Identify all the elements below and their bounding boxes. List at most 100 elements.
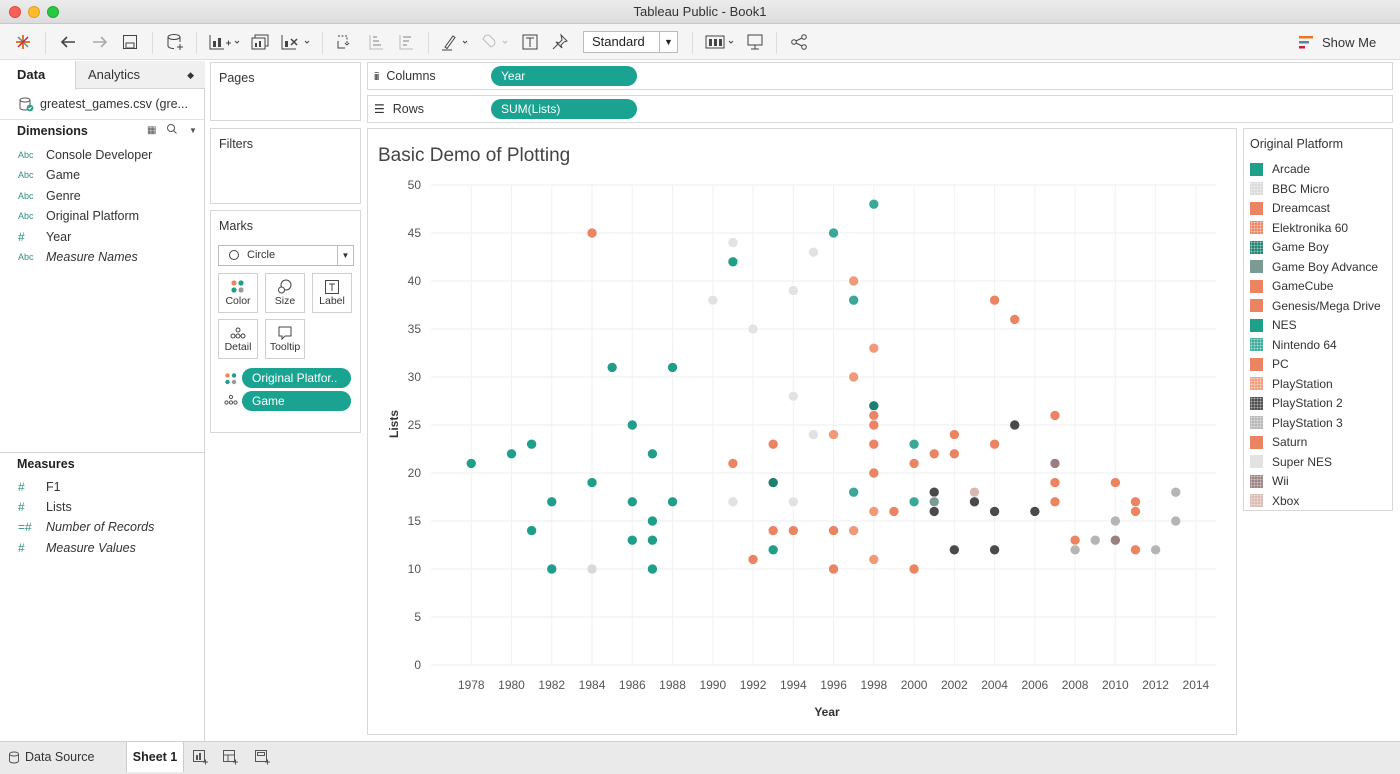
- data-point[interactable]: [647, 448, 658, 460]
- data-point[interactable]: [606, 362, 618, 373]
- data-point[interactable]: [767, 477, 779, 488]
- data-point[interactable]: [1069, 534, 1081, 546]
- data-point[interactable]: [828, 563, 839, 575]
- data-point[interactable]: [1130, 544, 1141, 556]
- legend-item[interactable]: Xbox: [1250, 492, 1299, 510]
- new-worksheet-tab-icon[interactable]: [192, 749, 208, 768]
- legend-item[interactable]: PlayStation 3: [1250, 414, 1343, 432]
- data-point[interactable]: [868, 506, 880, 517]
- scatter-chart[interactable]: Basic Demo of Plotting 0 5 10 15 20 25 30 35 40 4…: [368, 129, 1236, 734]
- data-point[interactable]: [767, 525, 779, 536]
- data-point[interactable]: [989, 294, 1000, 306]
- data-point[interactable]: [969, 486, 980, 498]
- data-point[interactable]: [1170, 515, 1182, 527]
- datasource-item[interactable]: greatest_games.csv (gre...: [18, 95, 188, 113]
- data-point[interactable]: [727, 256, 739, 268]
- save-icon[interactable]: [118, 30, 142, 54]
- legend-item[interactable]: Dreamcast: [1250, 199, 1330, 217]
- share-icon[interactable]: [787, 30, 811, 54]
- data-point[interactable]: [465, 458, 477, 469]
- legend-item[interactable]: Wii: [1250, 472, 1289, 490]
- data-point[interactable]: [1170, 486, 1182, 498]
- data-point[interactable]: [586, 477, 598, 488]
- new-dashboard-tab-icon[interactable]: [222, 749, 238, 768]
- data-point[interactable]: [1069, 544, 1081, 556]
- data-point[interactable]: [949, 544, 960, 556]
- data-point[interactable]: [747, 554, 759, 565]
- data-point[interactable]: [888, 506, 900, 517]
- data-point[interactable]: [788, 390, 799, 402]
- data-point[interactable]: [727, 237, 739, 248]
- field-original-platform[interactable]: Abc Original Platform: [18, 206, 139, 226]
- presentation-mode-icon[interactable]: [743, 30, 767, 54]
- filters-card[interactable]: Filters: [210, 128, 361, 204]
- rows-pill-sum-lists[interactable]: SUM(Lists): [491, 99, 637, 119]
- data-point[interactable]: [868, 554, 880, 565]
- label-button[interactable]: Label: [312, 273, 352, 313]
- duplicate-sheet-icon[interactable]: [248, 30, 272, 54]
- detail-button[interactable]: Detail: [218, 319, 258, 359]
- color-button[interactable]: Color: [218, 273, 258, 313]
- field-measure-values[interactable]: # Measure Values: [18, 538, 136, 558]
- data-point[interactable]: [848, 371, 859, 383]
- data-point[interactable]: [1110, 534, 1121, 546]
- data-point[interactable]: [526, 525, 537, 536]
- data-point[interactable]: [1150, 544, 1161, 556]
- data-point[interactable]: [868, 342, 880, 354]
- field-console-developer[interactable]: Abc Console Developer: [18, 145, 152, 165]
- data-point[interactable]: [908, 496, 920, 508]
- data-point[interactable]: [989, 544, 1000, 556]
- data-point[interactable]: [928, 448, 940, 460]
- tab-analytics[interactable]: Analytics ◆: [88, 61, 198, 89]
- sort-descending-icon[interactable]: [394, 30, 418, 54]
- data-point[interactable]: [727, 496, 739, 508]
- legend-item[interactable]: Saturn: [1250, 433, 1307, 451]
- scatter-points[interactable]: [465, 198, 1182, 575]
- size-button[interactable]: Size: [265, 273, 305, 313]
- data-point[interactable]: [928, 506, 940, 517]
- data-point[interactable]: [1009, 419, 1021, 431]
- legend-item[interactable]: PlayStation: [1250, 375, 1333, 393]
- sheet-1-tab[interactable]: Sheet 1: [126, 742, 184, 772]
- legend-item[interactable]: Genesis/Mega Drive: [1250, 297, 1381, 315]
- data-point[interactable]: [707, 294, 719, 306]
- data-point[interactable]: [1089, 534, 1101, 546]
- data-point[interactable]: [647, 563, 658, 575]
- data-point[interactable]: [1049, 410, 1061, 421]
- data-point[interactable]: [626, 419, 638, 431]
- data-point[interactable]: [767, 544, 779, 556]
- data-point[interactable]: [788, 285, 799, 296]
- pages-card[interactable]: Pages: [210, 62, 361, 121]
- legend-item[interactable]: Arcade: [1250, 160, 1310, 178]
- data-point[interactable]: [667, 496, 678, 508]
- data-point[interactable]: [626, 534, 638, 546]
- mark-type-select[interactable]: Circle ▼: [218, 245, 354, 266]
- viz-area[interactable]: Basic Demo of Plotting 0 5 10 15 20 25 30 35 40 4…: [367, 128, 1237, 735]
- legend-item[interactable]: PlayStation 2: [1250, 394, 1343, 412]
- data-point[interactable]: [828, 525, 839, 536]
- data-point[interactable]: [1130, 496, 1141, 508]
- legend-item[interactable]: Game Boy: [1250, 238, 1329, 256]
- tableau-logo-icon[interactable]: [10, 30, 36, 54]
- data-point[interactable]: [868, 467, 880, 479]
- data-point[interactable]: [586, 563, 598, 575]
- data-point[interactable]: [969, 496, 980, 508]
- data-point[interactable]: [626, 496, 638, 508]
- data-point[interactable]: [788, 525, 799, 536]
- data-point[interactable]: [647, 515, 658, 527]
- fix-axes-pin-icon[interactable]: [548, 30, 572, 54]
- view-list-icon[interactable]: ▦: [147, 125, 157, 136]
- detail-pill-game[interactable]: Game: [242, 391, 351, 411]
- data-point[interactable]: [949, 448, 960, 460]
- data-point[interactable]: [868, 438, 880, 450]
- data-point[interactable]: [647, 534, 658, 546]
- data-point[interactable]: [908, 438, 920, 450]
- data-point[interactable]: [1130, 506, 1141, 517]
- data-point[interactable]: [808, 246, 819, 258]
- legend-item[interactable]: BBC Micro: [1250, 180, 1329, 198]
- close-window-button[interactable]: [9, 6, 21, 18]
- tooltip-button[interactable]: Tooltip: [265, 319, 305, 359]
- show-cards-icon[interactable]: [702, 30, 738, 54]
- data-point[interactable]: [1110, 477, 1121, 488]
- data-point[interactable]: [949, 429, 960, 440]
